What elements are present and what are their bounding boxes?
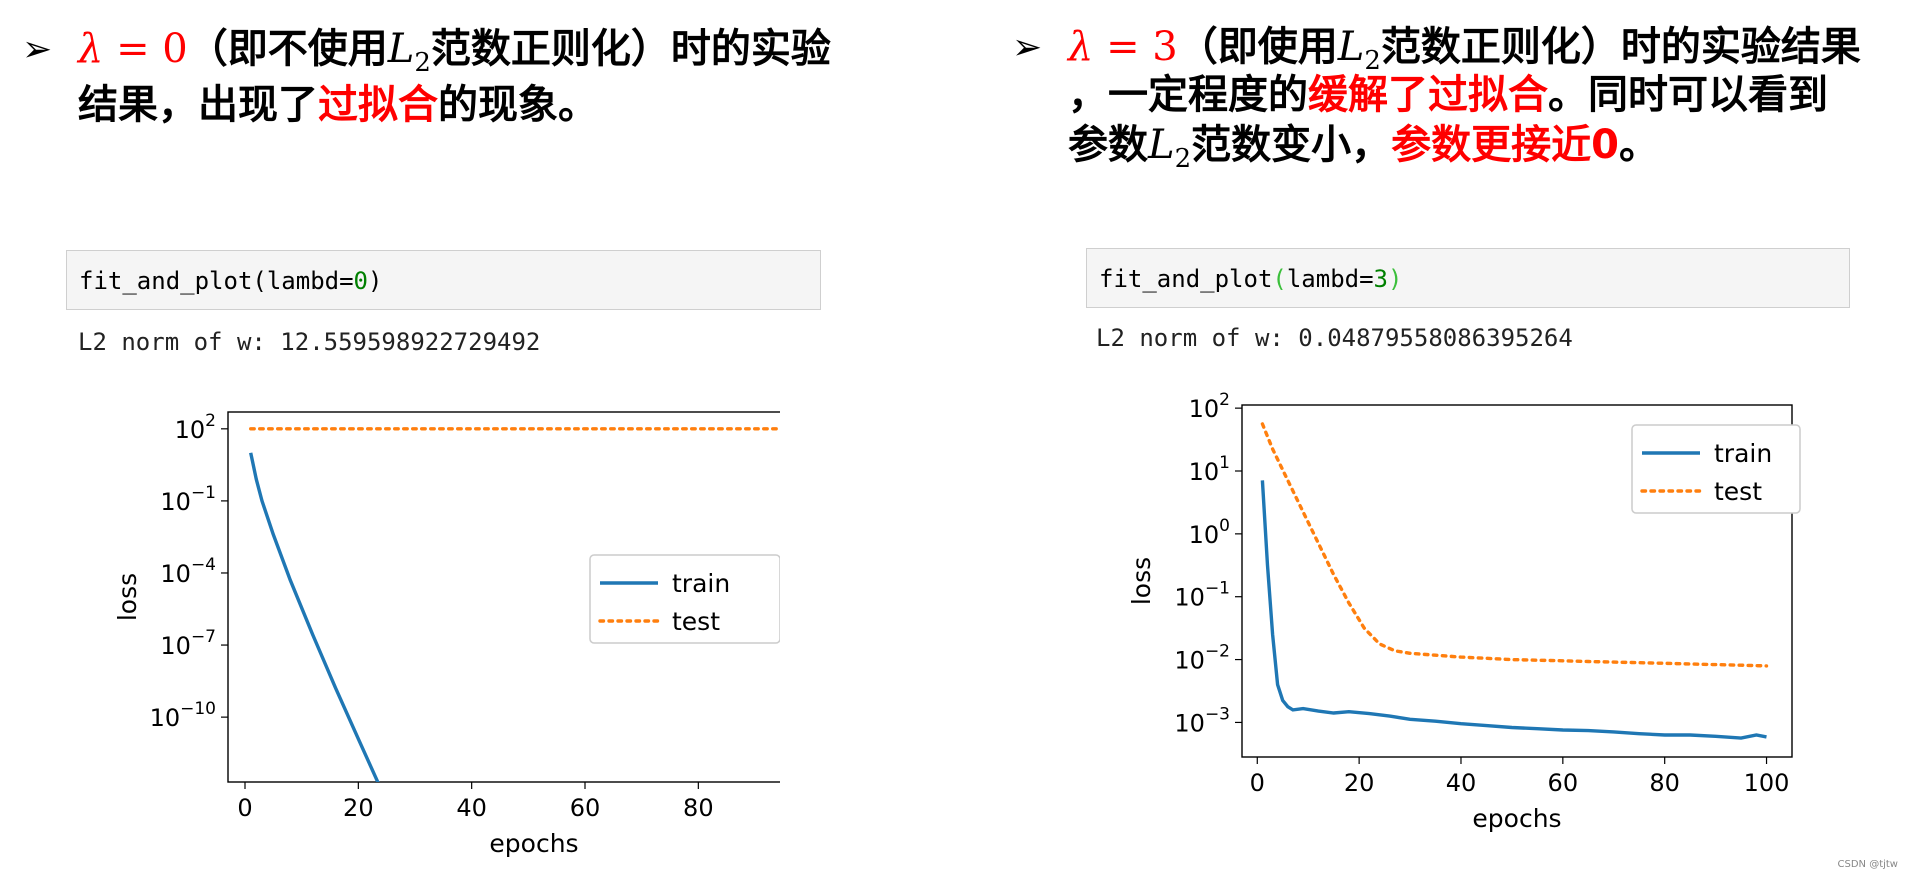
series-train-line <box>249 452 380 782</box>
y-axis-label: loss <box>113 573 142 621</box>
x-tick-label: 100 <box>1744 769 1790 797</box>
y-tick-label: 10−10 <box>150 699 216 732</box>
y-axis-label: loss <box>1127 557 1156 605</box>
right-norm-symbol: L2 <box>1337 24 1381 76</box>
plot-frame <box>1241 404 1793 758</box>
left-lambda-expression: λ = 0 <box>78 26 188 72</box>
right-output-text: L2 norm of w: 0.04879558086395264 <box>1096 324 1573 352</box>
x-tick-label: 0 <box>237 794 252 822</box>
right-norm-symbol-2: L2 <box>1148 122 1192 174</box>
x-axis-label: epochs <box>489 829 578 858</box>
x-tick-label: 60 <box>1548 769 1579 797</box>
x-tick-label: 60 <box>570 794 601 822</box>
bullet-arrow-icon: ➢ <box>1012 27 1043 68</box>
y-tick-label: 10−1 <box>1174 579 1230 612</box>
right-lambda-expression: λ = 3 <box>1068 24 1178 70</box>
plot-frame <box>227 411 780 783</box>
x-tick-label: 0 <box>1250 769 1265 797</box>
x-tick-label: 40 <box>1446 769 1477 797</box>
series-train-line <box>1260 480 1767 740</box>
right-code-cell[interactable]: fit_and_plot(lambd=3) <box>1086 248 1850 308</box>
legend-label-test: test <box>672 607 720 636</box>
right-closer-zero-highlight: 参数更接近0 <box>1391 122 1619 168</box>
y-tick-label: 10−1 <box>160 483 216 516</box>
y-tick-label: 10−4 <box>160 555 216 588</box>
x-tick-label: 40 <box>456 794 487 822</box>
legend-label-train: train <box>1714 439 1772 468</box>
left-overfit-highlight: 过拟合 <box>318 82 438 128</box>
x-tick-label: 20 <box>1344 769 1375 797</box>
legend-label-test: test <box>1714 477 1762 506</box>
x-tick-label: 80 <box>683 794 714 822</box>
right-mitigate-highlight: 缓解了过拟合 <box>1308 72 1548 118</box>
y-tick-label: 10−2 <box>1174 642 1230 675</box>
y-tick-label: 101 <box>1189 453 1230 486</box>
left-norm-symbol: L2 <box>387 26 431 78</box>
left-loss-chart: 02040608010010210−110−410−710−10epochslo… <box>113 411 780 858</box>
bullet-arrow-icon: ➢ <box>22 29 53 70</box>
left-heading-line-1: λ = 0（即不使用L2范数正则化）时的实验 <box>78 26 831 78</box>
left-heading-line-2: 结果，出现了过拟合的现象。 <box>78 82 598 128</box>
x-axis-label: epochs <box>1472 804 1561 833</box>
y-tick-label: 102 <box>1189 390 1230 423</box>
right-heading-line-3: 参数L2范数变小，参数更接近0。 <box>1068 122 1659 174</box>
watermark-text: CSDN @tjtw <box>1837 859 1899 870</box>
y-tick-label: 102 <box>175 411 216 444</box>
left-output-text: L2 norm of w: 12.559598922729492 <box>78 328 541 356</box>
right-loss-chart: 0 20 40 60 80 100 102 101 100 10−1 10−2 10−3 epochs l… <box>1127 390 1801 833</box>
series-test-line <box>1260 422 1769 668</box>
legend-label-train: train <box>672 569 730 598</box>
right-heading-line-2: ，一定程度的缓解了过拟合。同时可以看到 <box>1068 72 1828 118</box>
y-tick-label: 10−7 <box>160 627 216 660</box>
left-code-cell[interactable]: fit_and_plot(lambd=0) <box>66 250 821 310</box>
y-tick-label: 10−3 <box>1174 704 1230 737</box>
right-heading-line-1: λ = 3（即使用L2范数正则化）时的实验结果 <box>1068 24 1861 76</box>
y-tick-label: 100 <box>1189 516 1230 549</box>
x-tick-label: 80 <box>1649 769 1680 797</box>
x-tick-label: 20 <box>343 794 374 822</box>
